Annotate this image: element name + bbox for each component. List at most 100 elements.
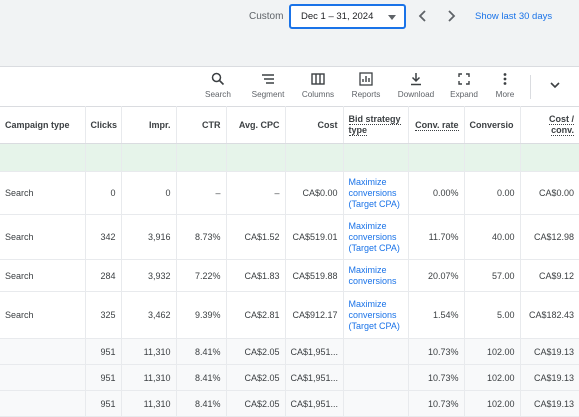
bid-strategy-link[interactable]: Maximize conversions	[343, 259, 409, 292]
more-label: More	[495, 90, 515, 99]
date-range-value: Dec 1 – 31, 2024	[301, 11, 374, 22]
table-header-row: Campaign type Clicks Impr. CTR Avg. CPC …	[0, 106, 579, 144]
conv-rate-label: Conv. rate	[415, 119, 459, 131]
ctr-cell: 7.22%	[176, 259, 227, 292]
columns-button[interactable]: Columns	[297, 72, 339, 104]
download-label: Download	[397, 90, 435, 99]
previous-period-button[interactable]	[416, 8, 430, 24]
clicks-cell: 284	[85, 259, 122, 292]
conversions-cell: 40.00	[464, 214, 521, 260]
cost-per-conv-cell: CA$0.00	[520, 171, 579, 215]
ctr-cell: 8.73%	[176, 214, 227, 260]
campaign-type-cell: Search	[0, 171, 86, 215]
column-header-ctr[interactable]: CTR	[176, 106, 227, 144]
search-label: Search	[205, 90, 231, 99]
total-clicks-cell: 951	[85, 390, 122, 417]
column-header-cost[interactable]: Cost	[285, 106, 344, 144]
total-impressions-cell: 11,310	[121, 390, 177, 417]
expand-label: Expand	[450, 90, 478, 99]
conv-rate-cell: 0.00%	[408, 171, 465, 215]
more-button[interactable]: More	[484, 72, 526, 104]
filter-cell	[226, 143, 286, 172]
chevron-left-icon	[418, 10, 426, 22]
clicks-cell: 342	[85, 214, 122, 260]
table-row[interactable]: Search 325 3,462 9.39% CA$2.81 CA$912.17…	[0, 291, 579, 339]
table-row[interactable]: Search 342 3,916 8.73% CA$1.52 CA$519.01…	[0, 214, 579, 260]
reports-button[interactable]: Reports	[345, 72, 387, 104]
cost-cell: CA$519.01	[285, 214, 344, 260]
impressions-cell: 3,932	[121, 259, 177, 292]
total-conv-rate-cell: 10.73%	[408, 390, 465, 417]
table-row[interactable]: Search 284 3,932 7.22% CA$1.83 CA$519.88…	[0, 259, 579, 292]
conv-rate-cell: 1.54%	[408, 291, 465, 339]
next-period-button[interactable]	[444, 8, 458, 24]
total-row: 951 11,310 8.41% CA$2.05 CA$1,951... 10.…	[0, 364, 579, 391]
cost-cell: CA$519.88	[285, 259, 344, 292]
total-cost-per-conv-cell: CA$19.13	[520, 364, 579, 391]
total-row: 951 11,310 8.41% CA$2.05 CA$1,951... 10.…	[0, 390, 579, 417]
campaign-type-cell: Search	[0, 259, 86, 292]
filter-row	[0, 143, 579, 172]
filter-cell	[464, 143, 521, 172]
table-row[interactable]: Search 0 0 – – CA$0.00 Maximize conversi…	[0, 171, 579, 215]
cost-per-conv-cell: CA$12.98	[520, 214, 579, 260]
total-avg-cpc-cell: CA$2.05	[226, 338, 286, 365]
table-toolbar: Search Segment Columns Reports Download …	[0, 67, 579, 106]
collapse-toolbar-button[interactable]	[548, 78, 562, 97]
total-cost-cell: CA$1,951...	[285, 338, 344, 365]
column-header-clicks[interactable]: Clicks	[85, 106, 122, 144]
conv-rate-cell: 11.70%	[408, 214, 465, 260]
date-range-picker[interactable]: Dec 1 – 31, 2024	[289, 4, 406, 29]
columns-label: Columns	[301, 90, 335, 99]
segment-icon	[262, 74, 274, 84]
total-cost-per-conv-cell: CA$19.13	[520, 390, 579, 417]
campaign-type-cell: Search	[0, 291, 86, 339]
bid-strategy-link[interactable]: Maximize conversions (Target CPA)	[343, 214, 409, 260]
segment-button[interactable]: Segment	[247, 72, 289, 104]
avg-cpc-cell: CA$1.52	[226, 214, 286, 260]
clicks-cell: 325	[85, 291, 122, 339]
total-conversions-cell: 102.00	[464, 364, 521, 391]
date-range-bar: Custom Dec 1 – 31, 2024 Show last 30 day…	[0, 0, 579, 67]
total-ctr-cell: 8.41%	[176, 364, 227, 391]
bid-strategy-link[interactable]: Maximize conversions (Target CPA)	[343, 171, 409, 215]
conversions-cell: 5.00	[464, 291, 521, 339]
bid-strategy-type-label: Bid strategy type	[348, 114, 401, 136]
impressions-cell: 3,916	[121, 214, 177, 260]
cost-per-conv-cell: CA$9.12	[520, 259, 579, 292]
download-button[interactable]: Download	[395, 72, 437, 104]
total-avg-cpc-cell: CA$2.05	[226, 390, 286, 417]
total-bid-strategy-cell	[343, 390, 409, 417]
column-header-bid-strategy-type[interactable]: Bid strategy type	[343, 106, 409, 144]
reports-label: Reports	[351, 90, 381, 99]
total-ctr-cell: 8.41%	[176, 338, 227, 365]
filter-cell	[176, 143, 227, 172]
search-button[interactable]: Search	[197, 72, 239, 104]
expand-icon	[458, 73, 470, 85]
column-header-conv-rate[interactable]: Conv. rate	[408, 106, 465, 144]
column-header-cost-per-conv[interactable]: Cost / conv.	[520, 106, 579, 144]
filter-cell	[0, 143, 86, 172]
column-header-conversions[interactable]: Conversio	[464, 106, 521, 144]
chevron-down-icon	[550, 82, 560, 89]
total-conversions-cell: 102.00	[464, 338, 521, 365]
column-header-campaign-type[interactable]: Campaign type	[0, 106, 86, 144]
more-vert-icon	[503, 73, 507, 85]
total-conv-rate-cell: 10.73%	[408, 364, 465, 391]
toolbar-divider	[530, 75, 531, 99]
column-header-avg-cpc[interactable]: Avg. CPC	[226, 106, 286, 144]
cost-per-conv-label: Cost / conv.	[548, 114, 574, 136]
total-clicks-cell: 951	[85, 364, 122, 391]
cost-per-conv-cell: CA$182.43	[520, 291, 579, 339]
total-impressions-cell: 11,310	[121, 364, 177, 391]
show-last-30-days-link[interactable]: Show last 30 days	[475, 11, 553, 22]
cost-cell: CA$912.17	[285, 291, 344, 339]
avg-cpc-cell: CA$1.83	[226, 259, 286, 292]
column-header-impressions[interactable]: Impr.	[121, 106, 177, 144]
campaign-table: Campaign type Clicks Impr. CTR Avg. CPC …	[0, 106, 579, 417]
ctr-cell: –	[176, 171, 227, 215]
expand-button[interactable]: Expand	[443, 72, 485, 104]
reports-icon	[359, 72, 373, 86]
filter-cell	[408, 143, 465, 172]
bid-strategy-link[interactable]: Maximize conversions (Target CPA)	[343, 291, 409, 339]
